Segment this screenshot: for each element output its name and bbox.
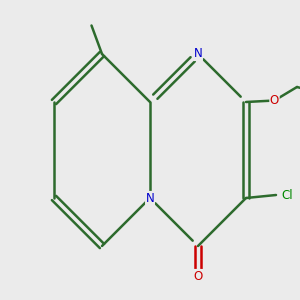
Text: N: N	[194, 47, 202, 61]
Text: O: O	[194, 269, 202, 283]
Text: Cl: Cl	[281, 188, 293, 202]
Text: N: N	[146, 191, 154, 205]
Text: O: O	[270, 94, 279, 107]
